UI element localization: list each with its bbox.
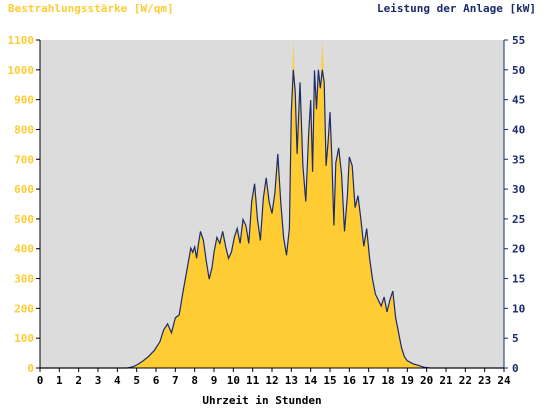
y-left-tick-label: 1000 (8, 64, 35, 77)
y-right-tick-label: 30 (512, 183, 525, 196)
y-left-tick-label: 500 (14, 213, 34, 226)
y-left-tick-label: 0 (27, 362, 34, 375)
x-tick-label: 23 (478, 374, 491, 387)
x-tick-label: 3 (95, 374, 102, 387)
series-power-line (40, 69, 504, 369)
x-tick-label: 4 (114, 374, 121, 387)
x-tick-label: 5 (133, 374, 140, 387)
x-tick-label: 21 (439, 374, 453, 387)
x-tick-label: 16 (343, 374, 357, 387)
y-left-tick-label: 200 (14, 302, 34, 315)
x-tick-label: 22 (459, 374, 472, 387)
y-right-tick-label: 45 (512, 94, 525, 107)
x-axis-title: Uhrzeit in Stunden (202, 394, 321, 407)
x-tick-label: 12 (265, 374, 278, 387)
x-tick-label: 1 (56, 374, 63, 387)
y-right-tick-label: 15 (512, 273, 525, 286)
y-left-tick-label: 1100 (8, 34, 35, 47)
x-tick-label: 15 (323, 374, 336, 387)
x-tick-label: 11 (246, 374, 260, 387)
x-tick-label: 8 (191, 374, 198, 387)
x-tick-label: 24 (497, 374, 511, 387)
y-left-tick-label: 100 (14, 332, 34, 345)
series-irradiance-area (40, 40, 504, 368)
x-tick-label: 9 (211, 374, 218, 387)
y-left-tick-label: 900 (14, 94, 34, 107)
y-left-tick-label: 700 (14, 153, 34, 166)
y-left-tick-label: 600 (14, 183, 34, 196)
y-right-tick-label: 35 (512, 153, 525, 166)
y-right-tick-label: 0 (512, 362, 519, 375)
x-tick-label: 6 (153, 374, 160, 387)
x-tick-label: 14 (304, 374, 318, 387)
x-tick-label: 17 (362, 374, 375, 387)
y-left-tick-label: 400 (14, 243, 34, 256)
y-right-tick-label: 40 (512, 123, 525, 136)
y-right-tick-label: 55 (512, 34, 525, 47)
x-tick-label: 0 (37, 374, 44, 387)
y-right-tick-label: 50 (512, 64, 525, 77)
y-right-tick-label: 5 (512, 332, 519, 345)
y-right-tick-label: 10 (512, 302, 525, 315)
left-axis-title: Bestrahlungsstärke [W/qm] (8, 2, 174, 15)
y-left-tick-label: 800 (14, 123, 34, 136)
x-tick-label: 10 (227, 374, 240, 387)
x-tick-label: 13 (285, 374, 298, 387)
y-right-tick-label: 25 (512, 213, 525, 226)
x-tick-label: 7 (172, 374, 179, 387)
right-axis-title: Leistung der Anlage [kW] (377, 2, 536, 15)
x-tick-label: 2 (75, 374, 82, 387)
x-tick-label: 18 (381, 374, 394, 387)
x-tick-label: 19 (401, 374, 414, 387)
y-right-tick-label: 20 (512, 243, 525, 256)
y-left-tick-label: 300 (14, 273, 34, 286)
x-tick-label: 20 (420, 374, 433, 387)
